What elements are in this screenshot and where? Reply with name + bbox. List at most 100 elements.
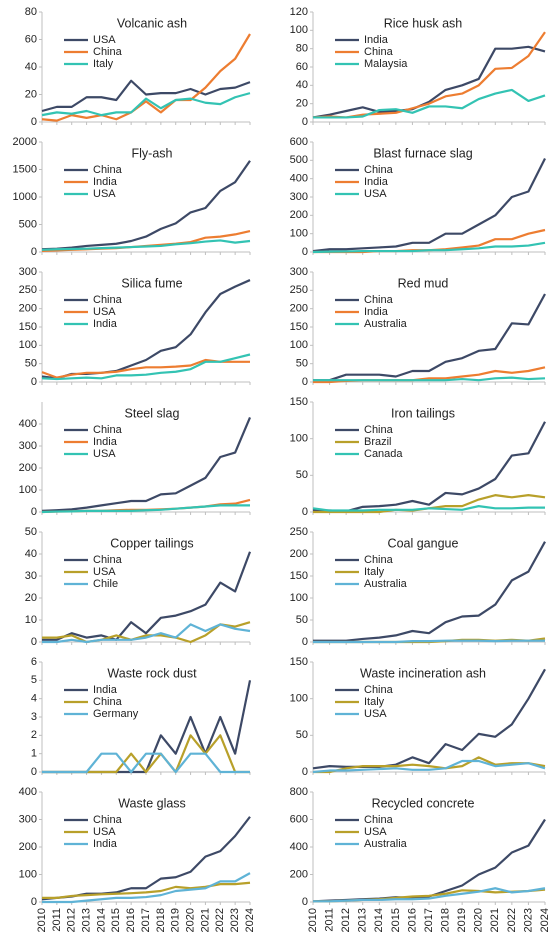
- y-tick-label: 0: [31, 376, 37, 388]
- y-tick-label: 100: [290, 693, 308, 705]
- legend-label: USA: [93, 566, 116, 578]
- x-tick-label: 2010: [307, 908, 319, 932]
- y-tick-label: 20: [25, 592, 37, 604]
- legend-label: USA: [93, 34, 116, 46]
- x-tick-label: 2011: [323, 908, 335, 932]
- legend-label: China: [364, 814, 394, 826]
- x-tick-label: 2013: [80, 908, 92, 932]
- x-tick-label: 2024: [244, 908, 256, 932]
- legend-label: Germany: [93, 708, 139, 720]
- y-tick-label: 0: [302, 376, 308, 388]
- y-tick-label: 200: [19, 841, 37, 853]
- panel-title: Copper tailings: [110, 536, 193, 550]
- legend-label: China: [93, 164, 123, 176]
- y-tick-label: 80: [25, 6, 37, 18]
- y-tick-label: 3: [31, 711, 37, 723]
- panel-title: Waste rock dust: [107, 666, 197, 680]
- y-tick-label: 20: [25, 88, 37, 100]
- y-tick-label: 150: [19, 321, 37, 333]
- legend-label: USA: [93, 448, 116, 460]
- y-tick-label: 50: [296, 469, 308, 481]
- y-tick-label: 0: [31, 246, 37, 258]
- y-tick-label: 50: [25, 358, 37, 370]
- legend-label: China: [364, 554, 394, 566]
- legend-label: China: [93, 424, 123, 436]
- y-tick-label: 0: [31, 636, 37, 648]
- series-line: [42, 881, 251, 899]
- x-tick-label: 2023: [522, 908, 534, 932]
- x-tick-label: 2014: [373, 908, 385, 932]
- panel-title: Waste glass: [118, 796, 186, 810]
- panel-title: Silica fume: [121, 276, 182, 290]
- series-line: [42, 551, 252, 641]
- y-tick-label: 200: [290, 868, 308, 880]
- legend-label: China: [93, 46, 123, 58]
- x-tick-label: 2020: [473, 908, 485, 932]
- series-line: [312, 241, 546, 254]
- y-tick-label: 50: [296, 358, 308, 370]
- y-tick-label: 0: [31, 766, 37, 778]
- y-tick-label: 50: [25, 526, 37, 538]
- panel-title: Fly-ash: [132, 146, 173, 160]
- x-tick-label: 2016: [406, 908, 418, 932]
- y-tick-label: 100: [290, 433, 308, 445]
- legend-label: USA: [364, 188, 387, 200]
- series-line: [41, 353, 251, 381]
- x-tick-label: 2021: [199, 908, 211, 932]
- panel-title: Volcanic ash: [117, 16, 187, 30]
- series-line: [41, 816, 251, 901]
- y-tick-label: 250: [19, 284, 37, 296]
- y-tick-label: 300: [19, 440, 37, 452]
- y-tick-label: 300: [19, 813, 37, 825]
- series-line: [41, 279, 251, 380]
- y-tick-label: 300: [290, 191, 308, 203]
- series-line: [313, 887, 546, 903]
- x-tick-label: 2017: [423, 908, 435, 932]
- legend-label: China: [93, 814, 123, 826]
- y-tick-label: 4: [31, 693, 37, 705]
- y-tick-label: 200: [19, 462, 37, 474]
- y-tick-label: 40: [25, 548, 37, 560]
- panel-title: Red mud: [398, 276, 449, 290]
- y-tick-label: 2000: [13, 136, 37, 148]
- y-tick-label: 250: [290, 526, 308, 538]
- y-tick-label: 100: [19, 339, 37, 351]
- y-tick-label: 100: [290, 228, 308, 240]
- legend-label: China: [93, 696, 123, 708]
- legend-label: India: [364, 306, 389, 318]
- y-tick-label: 300: [19, 266, 37, 278]
- y-tick-label: 60: [296, 61, 308, 73]
- legend-label: Chile: [93, 578, 118, 590]
- y-tick-label: 1000: [13, 191, 37, 203]
- series-line: [41, 33, 251, 122]
- y-tick-label: 0: [302, 766, 308, 778]
- y-tick-label: 300: [290, 266, 308, 278]
- legend-label: China: [364, 164, 394, 176]
- series-line: [312, 45, 546, 119]
- y-tick-label: 0: [302, 636, 308, 648]
- legend-label: China: [93, 294, 123, 306]
- legend-label: Brazil: [364, 436, 392, 448]
- series-line: [41, 79, 251, 113]
- x-tick-label: 2022: [506, 908, 518, 932]
- series-line: [41, 504, 250, 514]
- x-tick-label: 2018: [439, 908, 451, 932]
- panel-title: Blast furnace slag: [373, 146, 472, 160]
- legend-label: Italy: [364, 696, 385, 708]
- x-tick-label: 2024: [539, 908, 550, 932]
- series-line: [41, 416, 252, 512]
- series-line: [312, 31, 546, 119]
- y-tick-label: 800: [290, 786, 308, 798]
- y-tick-label: 0: [302, 116, 308, 128]
- series-line: [42, 621, 251, 644]
- x-tick-label: 2011: [51, 908, 63, 932]
- panel-title: Rice husk ash: [384, 16, 463, 30]
- x-tick-label: 2015: [110, 908, 122, 932]
- y-tick-label: 150: [290, 656, 308, 668]
- legend-label: India: [364, 34, 389, 46]
- legend-label: Australia: [364, 318, 408, 330]
- x-tick-label: 2021: [489, 908, 501, 932]
- panel-title: Recycled concrete: [372, 796, 475, 810]
- series-line: [313, 88, 546, 119]
- legend-label: USA: [364, 708, 387, 720]
